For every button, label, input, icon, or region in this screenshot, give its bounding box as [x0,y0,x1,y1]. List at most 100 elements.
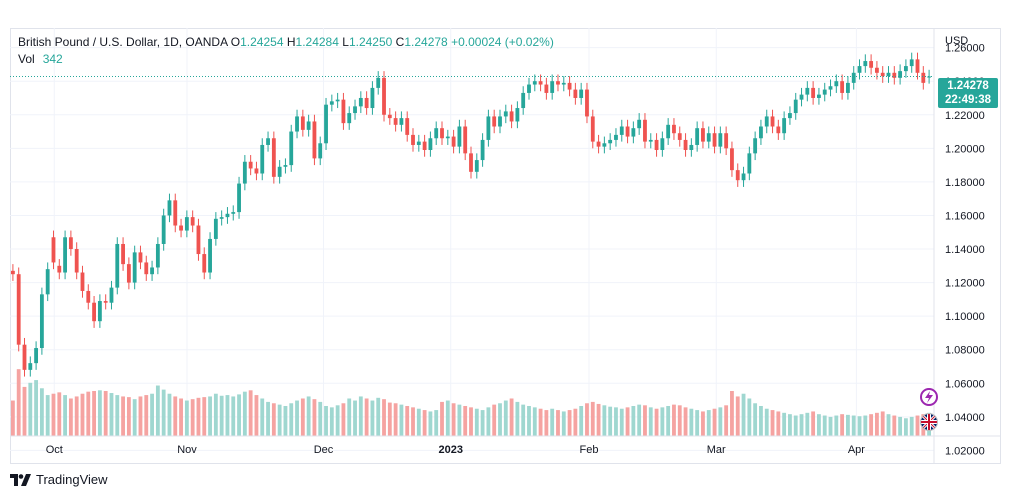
change-value: +0.00024 (+0.02%) [451,35,554,49]
candle-body [863,61,868,67]
candle-body [927,76,932,78]
volume-bar [138,396,143,436]
volume-bar [677,405,682,436]
low-value: 1.24250 [348,35,393,49]
volume-bar [353,400,357,436]
candle-body [213,218,218,239]
candle-body [39,294,44,349]
candle-body [231,212,236,214]
time-tick-label: Nov [177,444,197,456]
candle-body [451,136,456,147]
volume-bar [573,408,578,436]
candles [10,52,932,377]
candle-body [254,168,259,174]
volume-bar [614,407,618,436]
candle-body [10,270,15,275]
volume-bar [167,393,172,436]
volume-bar [741,393,746,436]
candle-body [173,200,178,226]
candle-body [126,264,131,283]
volume-bar [254,395,259,436]
candle-body [672,124,676,134]
candle-body [903,66,908,72]
candle-body [45,269,50,295]
candle-body [260,144,265,174]
candle-body [544,84,549,93]
volume-bar [486,407,491,436]
candle-body [248,161,253,169]
volume-bar [242,391,247,436]
lightning-icon[interactable] [920,388,938,406]
candle-body [97,301,102,322]
bar-countdown: 22:49:38 [944,94,992,106]
candle-body [567,82,572,90]
volume-label: Vol [18,52,35,66]
volume-bar [393,403,398,436]
candle-body [770,116,775,127]
volume-bar [440,401,444,436]
volume-bar [579,405,584,436]
volume-bar [97,390,102,436]
volume-bar [561,411,566,436]
volume-bar [295,400,299,436]
candle-body [648,139,653,142]
candle-body [341,99,346,124]
candle-body [828,86,833,90]
candle-body [747,153,752,174]
candle-body [793,99,798,114]
candle-body [34,348,39,364]
volume-bar [683,407,688,436]
volume-bar [903,418,908,436]
volume-bar [538,408,543,436]
volume-bar [503,400,508,436]
candle-body [909,59,914,67]
volume-bar [57,392,62,436]
last-price-tag: 1.24278 22:49:38 [938,78,998,108]
candle-body [399,118,404,125]
candle-body [387,114,392,119]
volume-bar [695,410,700,436]
volume-bar [34,380,39,436]
volume-bar [701,411,705,436]
volume-bar [405,405,410,436]
time-tick-label: Oct [46,444,63,456]
candle-body [80,272,85,291]
candle-body [289,131,294,166]
candle-body [677,133,682,140]
volume-bar [213,393,218,436]
candle-body [51,237,56,263]
tradingview-brand[interactable]: TradingView [10,472,108,487]
volume-bar [689,408,694,436]
volume-bar [747,398,752,436]
time-tick-label: Feb [580,444,599,456]
last-price: 1.24278 [947,80,989,92]
candle-body [712,133,717,147]
grid [10,28,934,451]
candle-body [892,72,897,78]
volume-bar [863,415,868,436]
volume-bar [608,406,613,436]
price-axis-ticks: 1.02000 1.04000 1.06000 1.08000 1.10000 1.120… [945,43,985,458]
candle-body [144,262,149,275]
volume-bar [811,411,816,436]
volume-bar [300,398,305,436]
volume-bar [660,407,665,436]
volume-bar [840,414,845,436]
candle-body [295,116,299,132]
price-tick-label: 1.08000 [945,345,985,357]
volume-bar [312,399,317,436]
uk-flag-icon[interactable] [920,413,938,431]
volume-bar [109,393,114,436]
candle-body [608,139,613,144]
candle-body [434,128,439,139]
volume-bar [399,404,404,436]
candle-body [521,92,526,109]
volume-bar [509,398,514,436]
volume-bar [643,405,647,436]
volume-bar [190,399,195,436]
candle-body [538,81,543,85]
volume-bar [86,391,91,436]
volume-bar [324,405,328,436]
volume-bar [706,410,711,436]
